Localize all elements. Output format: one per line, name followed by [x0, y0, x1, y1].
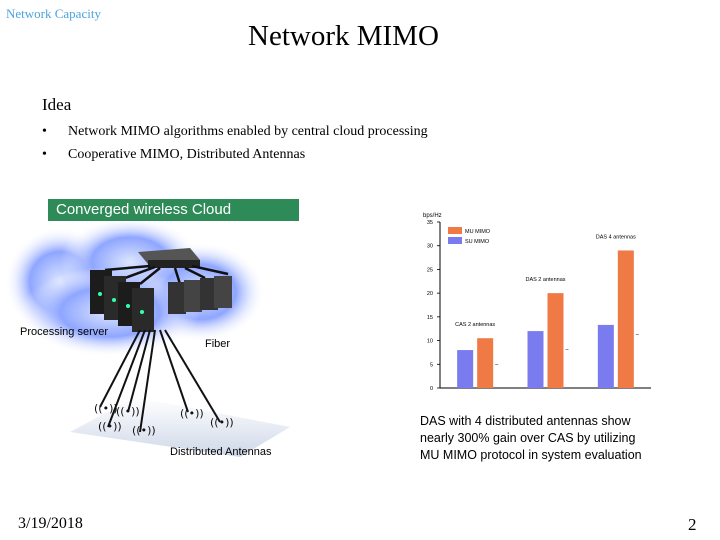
bar-mu-mimo — [617, 250, 634, 388]
caption-line: nearly 300% gain over CAS by utilizing — [420, 431, 636, 445]
chart-caption: DAS with 4 distributed antennas show nea… — [420, 413, 710, 464]
slide-title: Network MIMO — [248, 20, 439, 52]
caption-line: DAS with 4 distributed antennas show — [420, 414, 631, 428]
fiber-label: Fiber — [205, 338, 231, 350]
y-tick-label: 25 — [427, 267, 433, 273]
bar-su-mimo — [597, 324, 614, 388]
svg-text:((•)): ((•)) — [116, 405, 140, 418]
idea-heading: Idea — [42, 95, 72, 114]
bar-mu-mimo — [547, 293, 564, 388]
y-tick-label: 35 — [427, 220, 433, 226]
server-rack-icon — [90, 270, 154, 332]
ground-plane — [70, 397, 290, 457]
legend-swatch — [448, 237, 462, 244]
svg-text:((•)): ((•)) — [210, 416, 234, 429]
footer-date: 3/19/2018 — [18, 515, 83, 532]
server-cluster-icon — [168, 276, 232, 314]
cloud-label: Converged wireless Cloud — [48, 199, 299, 221]
network-diagram: ((•)) ((•)) ((•)) ((•)) ((•)) ((•)) Proc… — [0, 217, 300, 462]
switch-icon — [138, 248, 200, 268]
diagram-graphic: ((•)) ((•)) ((•)) ((•)) ((•)) ((•)) — [5, 217, 290, 457]
bar-su-mimo — [457, 350, 474, 388]
y-tick-label: 0 — [430, 386, 433, 392]
processing-server-label: Processing server — [20, 326, 109, 338]
caption-line: MU MIMO protocol in system evaluation — [420, 448, 642, 462]
bullet-text: Network MIMO algorithms enabled by centr… — [68, 124, 428, 139]
chart-legend: MU MIMO SU MIMO — [448, 227, 491, 245]
bullet-marker: • — [42, 124, 47, 139]
bullet-item: • Network MIMO algorithms enabled by cent… — [42, 124, 428, 140]
y-tick-label: 5 — [430, 362, 433, 368]
svg-text:((•)): ((•)) — [98, 420, 122, 433]
chart-bars — [457, 250, 634, 388]
page-number: 2 — [688, 515, 697, 534]
bullet-marker: • — [42, 147, 47, 162]
bar-group-annotation: DAS 2 antennas — [525, 277, 565, 283]
y-axis-label: bps/Hz — [423, 213, 442, 219]
bar-su-mimo — [527, 331, 544, 388]
y-tick-label: 30 — [427, 244, 433, 250]
fiber-links — [99, 329, 221, 433]
chart-axes — [437, 221, 651, 389]
y-tick-label: 15 — [427, 315, 433, 321]
bullet-text: Cooperative MIMO, Distributed Antennas — [68, 147, 306, 162]
y-tick-label: 20 — [427, 291, 433, 297]
antenna-icons: ((•)) ((•)) ((•)) ((•)) ((•)) ((•)) — [94, 402, 234, 437]
bullet-item: • Cooperative MIMO, Distributed Antennas — [42, 147, 305, 163]
legend-label: SU MIMO — [465, 239, 490, 245]
distributed-antennas-label: Distributed Antennas — [170, 446, 272, 458]
bar-mu-mimo — [477, 338, 494, 388]
section-tag: Network Capacity — [6, 6, 101, 21]
bar-group-annotation: CAS 2 antennas — [455, 322, 495, 328]
legend-label: MU MIMO — [465, 229, 491, 235]
bar-group-annotation: DAS 4 antennas — [596, 234, 636, 240]
svg-text:((•)): ((•)) — [132, 424, 156, 437]
server-links — [104, 264, 229, 285]
svg-text:((•)): ((•)) — [94, 402, 118, 415]
legend-swatch — [448, 227, 462, 234]
svg-text:((•)): ((•)) — [180, 407, 204, 420]
y-tick-label: 10 — [427, 339, 433, 345]
